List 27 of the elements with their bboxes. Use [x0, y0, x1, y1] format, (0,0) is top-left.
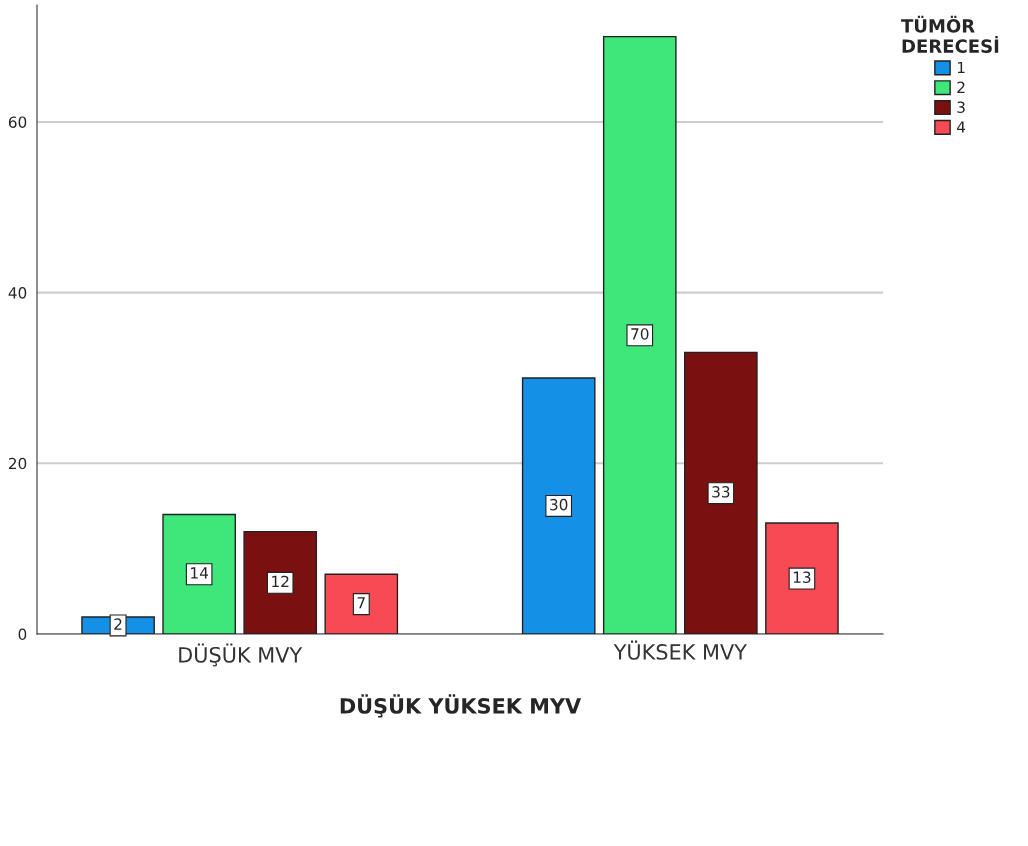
data-label: 7	[357, 597, 365, 609]
data-label: 70	[631, 328, 649, 340]
x-tick-label: DÜŞÜK MVY	[179, 643, 303, 667]
x-axis-title: DÜŞÜK YÜKSEK MYV	[340, 694, 582, 718]
data-label: 14	[191, 567, 209, 579]
bar	[521, 377, 596, 634]
bar	[602, 35, 677, 634]
y-tick-label: 20	[8, 457, 27, 470]
y-tick-label: 0	[18, 628, 27, 641]
legend-label: 1	[957, 61, 965, 74]
data-label: 13	[793, 571, 811, 583]
data-label: 2	[114, 618, 122, 630]
bar	[162, 513, 236, 634]
legend-label: 3	[957, 101, 965, 113]
legend-label: 4	[956, 121, 966, 133]
bar	[324, 573, 399, 634]
data-label: 12	[272, 575, 289, 588]
y-tick-label: 60	[8, 116, 27, 128]
x-tick-label: YÜKSEK MVY	[613, 640, 747, 660]
data-label: 30	[550, 498, 568, 511]
bar	[684, 351, 758, 634]
legend-label: 2	[957, 81, 965, 93]
legend-title: TÜMÖR DERECESİ	[901, 15, 999, 53]
bar	[765, 522, 839, 634]
data-label: 33	[712, 486, 730, 498]
y-tick-label: 40	[8, 287, 27, 299]
bar	[243, 530, 318, 634]
